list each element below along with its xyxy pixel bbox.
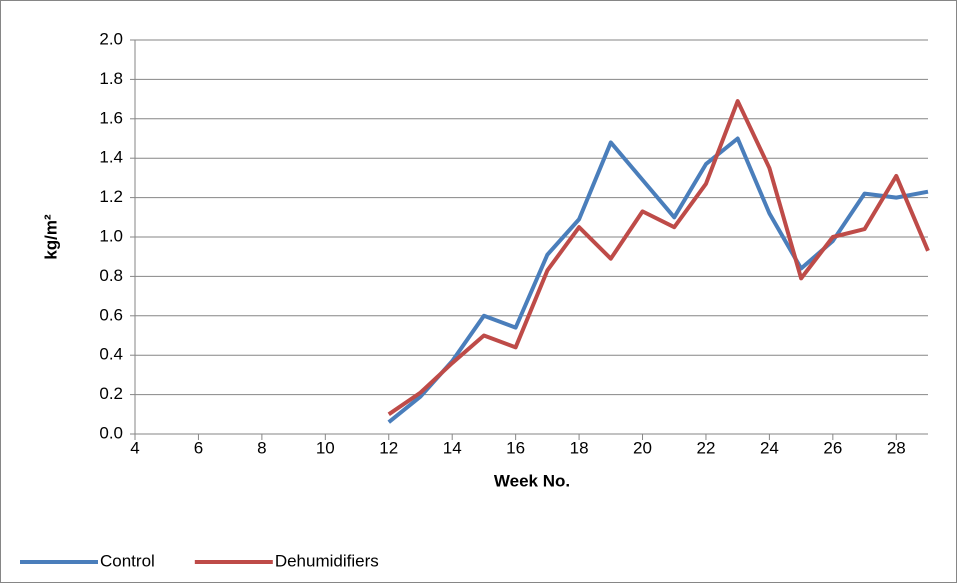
series-line bbox=[387, 136, 929, 424]
y-tick-label: 0.2 bbox=[99, 384, 123, 403]
legend-label: Control bbox=[100, 551, 155, 570]
x-tick-label: 26 bbox=[823, 438, 842, 457]
x-tick-label: 6 bbox=[194, 438, 203, 457]
y-tick-label: 0.4 bbox=[99, 345, 123, 364]
x-tick-label: 12 bbox=[379, 438, 398, 457]
x-tick-label: 20 bbox=[633, 438, 652, 457]
y-tick-label: 1.4 bbox=[99, 148, 123, 167]
x-tick-label: 22 bbox=[696, 438, 715, 457]
series-line bbox=[387, 99, 930, 416]
y-tick-label: 1.8 bbox=[99, 69, 123, 88]
x-tick-label: 18 bbox=[570, 438, 589, 457]
y-tick-label: 0.6 bbox=[99, 305, 123, 324]
x-axis-label: Week No. bbox=[494, 471, 570, 490]
x-tick-label: 8 bbox=[257, 438, 266, 457]
x-tick-label: 16 bbox=[506, 438, 525, 457]
x-tick-label: 28 bbox=[887, 438, 906, 457]
x-tick-label: 4 bbox=[130, 438, 139, 457]
y-tick-label: 1.6 bbox=[99, 108, 123, 127]
x-tick-label: 14 bbox=[443, 438, 462, 457]
y-tick-label: 0.0 bbox=[99, 423, 123, 442]
x-tick-label: 24 bbox=[760, 438, 779, 457]
x-tick-label: 10 bbox=[316, 438, 335, 457]
y-tick-label: 1.2 bbox=[99, 187, 123, 206]
y-tick-label: 1.0 bbox=[99, 226, 123, 245]
legend-label: Dehumidifiers bbox=[275, 551, 379, 570]
y-tick-label: 0.8 bbox=[99, 266, 123, 285]
y-axis-label: kg/m² bbox=[41, 214, 60, 260]
y-tick-label: 2.0 bbox=[99, 29, 123, 48]
